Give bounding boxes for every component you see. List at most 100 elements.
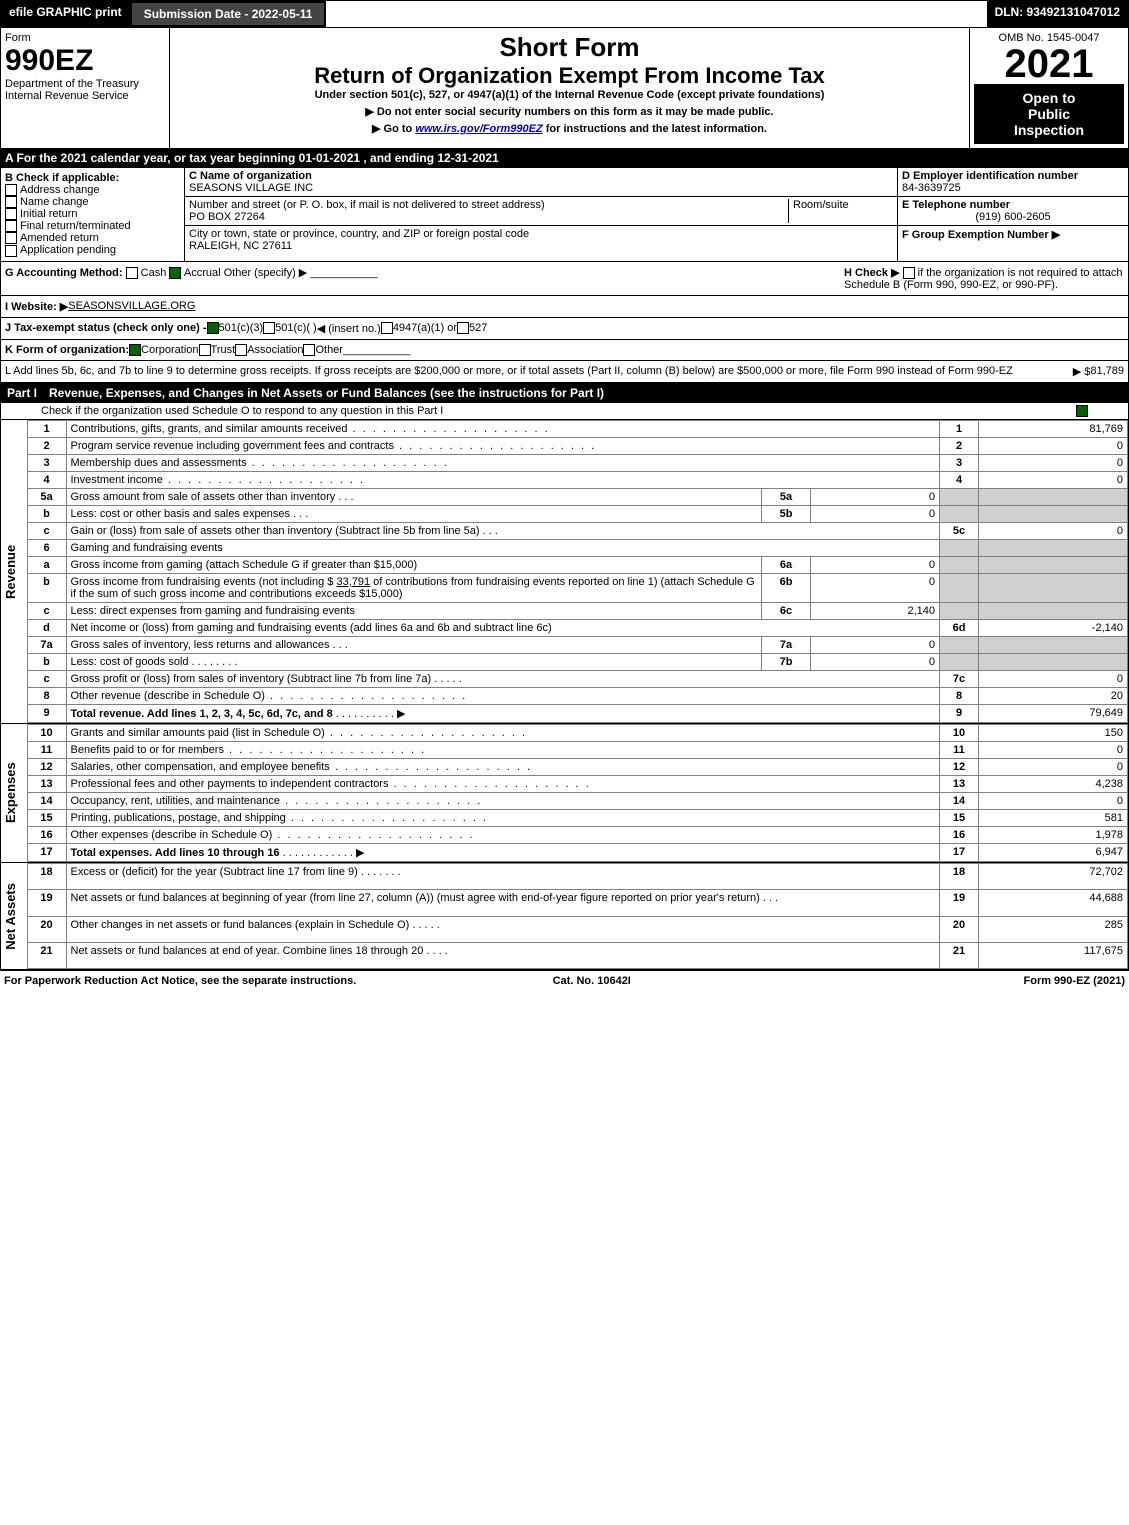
chk-corp[interactable] — [129, 344, 141, 356]
note2-pre: ▶ Go to — [372, 123, 415, 135]
l6d-ref: 6d — [940, 619, 979, 636]
line-6d: dNet income or (loss) from gaming and fu… — [27, 619, 1128, 636]
ein-label: D Employer identification number — [902, 170, 1078, 182]
l19-amt: 44,688 — [979, 890, 1128, 916]
dln-number: DLN: 93492131047012 — [987, 1, 1128, 27]
chk-4947[interactable] — [381, 322, 393, 334]
line-7c: cGross profit or (loss) from sales of in… — [27, 670, 1128, 687]
chk-address-change[interactable] — [5, 184, 17, 196]
l6a-ref-grey — [940, 556, 979, 573]
l3-amt: 0 — [979, 454, 1128, 471]
chk-initial[interactable] — [5, 208, 17, 220]
g-label: G Accounting Method: — [5, 267, 123, 279]
l7a-amt-grey — [979, 636, 1128, 653]
chk-assoc[interactable] — [235, 344, 247, 356]
chk-trust[interactable] — [199, 344, 211, 356]
chk-other-org[interactable] — [303, 344, 315, 356]
submission-date: Submission Date - 2022-05-11 — [130, 1, 327, 27]
website-link[interactable]: SEASONSVILLAGE.ORG — [68, 300, 195, 313]
chk-h[interactable] — [903, 267, 915, 279]
org-name: SEASONS VILLAGE INC — [189, 182, 313, 194]
line-9: 9Total revenue. Add lines 1, 2, 3, 4, 5c… — [27, 704, 1128, 722]
opt-501c3: 501(c)(3) — [219, 322, 264, 335]
l16-desc: Other expenses (describe in Schedule O) — [71, 829, 475, 841]
l10-num: 10 — [27, 724, 66, 741]
l18-ref: 18 — [940, 863, 979, 889]
chk-name-change[interactable] — [5, 196, 17, 208]
city-value: RALEIGH, NC 27611 — [189, 240, 292, 252]
subtitle: Under section 501(c), 527, or 4947(a)(1)… — [174, 89, 965, 101]
opt-final: Final return/terminated — [20, 220, 131, 232]
l5b-amt-grey — [979, 505, 1128, 522]
l4-desc: Investment income — [71, 474, 366, 486]
line-18: 18Excess or (deficit) for the year (Subt… — [27, 863, 1128, 889]
l15-ref: 15 — [940, 809, 979, 826]
l5c-num: c — [27, 522, 66, 539]
l7c-desc: Gross profit or (loss) from sales of inv… — [71, 673, 432, 685]
l7c-amt: 0 — [979, 670, 1128, 687]
opt-name: Name change — [20, 196, 89, 208]
chk-pending[interactable] — [5, 245, 17, 257]
room-label: Room/suite — [793, 199, 849, 211]
l7b-sub: 7b — [762, 653, 811, 670]
l7a-ref-grey — [940, 636, 979, 653]
l6c-num: c — [27, 602, 66, 619]
netassets-label: Net Assets — [1, 863, 27, 970]
section-a: A For the 2021 calendar year, or tax yea… — [1, 149, 1128, 168]
l13-amt: 4,238 — [979, 775, 1128, 792]
l13-desc: Professional fees and other payments to … — [71, 778, 591, 790]
l5a-subval: 0 — [811, 488, 940, 505]
l18-amt: 72,702 — [979, 863, 1128, 889]
l2-ref: 2 — [940, 437, 979, 454]
l8-ref: 8 — [940, 687, 979, 704]
l13-ref: 13 — [940, 775, 979, 792]
part1-header: Part I Revenue, Expenses, and Changes in… — [1, 383, 1128, 403]
l16-ref: 16 — [940, 826, 979, 843]
l13-num: 13 — [27, 775, 66, 792]
l6-amt-grey — [979, 539, 1128, 556]
line-5a: 5aGross amount from sale of assets other… — [27, 488, 1128, 505]
l11-desc: Benefits paid to or for members — [71, 744, 427, 756]
l3-ref: 3 — [940, 454, 979, 471]
l6c-desc: Less: direct expenses from gaming and fu… — [66, 602, 762, 619]
l6b-subval: 0 — [811, 573, 940, 602]
l9-amt: 79,649 — [979, 704, 1128, 722]
chk-accrual[interactable] — [169, 267, 181, 279]
chk-501c3[interactable] — [207, 322, 219, 334]
expenses-table: 10 Grants and similar amounts paid (list … — [27, 724, 1129, 862]
l11-amt: 0 — [979, 741, 1128, 758]
opt-initial: Initial return — [20, 208, 77, 220]
line-6a: aGross income from gaming (attach Schedu… — [27, 556, 1128, 573]
l1-amt: 81,769 — [979, 420, 1128, 437]
revenue-section: Revenue 1Contributions, gifts, grants, a… — [1, 420, 1128, 724]
short-form-title: Short Form — [174, 32, 965, 63]
row-j: J Tax-exempt status (check only one) - 5… — [1, 318, 1128, 340]
opt-accrual: Accrual — [184, 267, 221, 279]
line-13: 13 Professional fees and other payments t… — [27, 775, 1128, 792]
chk-cash[interactable] — [126, 267, 138, 279]
opt-4947: 4947(a)(1) or — [393, 322, 457, 335]
l17-ref: 17 — [940, 843, 979, 861]
l1-desc: Contributions, gifts, grants, and simila… — [71, 423, 550, 435]
l21-amt: 117,675 — [979, 942, 1128, 968]
chk-amended[interactable] — [5, 232, 17, 244]
part1-check-row: Check if the organization used Schedule … — [1, 403, 1128, 420]
chk-527[interactable] — [457, 322, 469, 334]
l7a-num: 7a — [27, 636, 66, 653]
efile-link[interactable]: efile GRAPHIC print — [1, 1, 130, 27]
line-21: 21Net assets or fund balances at end of … — [27, 942, 1128, 968]
part1-title: Revenue, Expenses, and Changes in Net As… — [49, 386, 604, 400]
instructions-link[interactable]: www.irs.gov/Form990EZ — [415, 123, 542, 135]
row-l: L Add lines 5b, 6c, and 7b to line 9 to … — [1, 361, 1128, 383]
chk-501c[interactable] — [263, 322, 275, 334]
chk-final[interactable] — [5, 220, 17, 232]
open-1: Open to — [980, 90, 1118, 106]
chk-schedule-o[interactable] — [1076, 405, 1088, 417]
l10-desc: Grants and similar amounts paid (list in… — [71, 727, 528, 739]
expenses-section: Expenses 10Grants and similar amounts pa… — [1, 724, 1128, 863]
l5a-ref-grey — [940, 488, 979, 505]
line-8: 8Other revenue (describe in Schedule O)8… — [27, 687, 1128, 704]
l7b-num: b — [27, 653, 66, 670]
top-bar: efile GRAPHIC print Submission Date - 20… — [1, 1, 1128, 28]
l6c-subval: 2,140 — [811, 602, 940, 619]
